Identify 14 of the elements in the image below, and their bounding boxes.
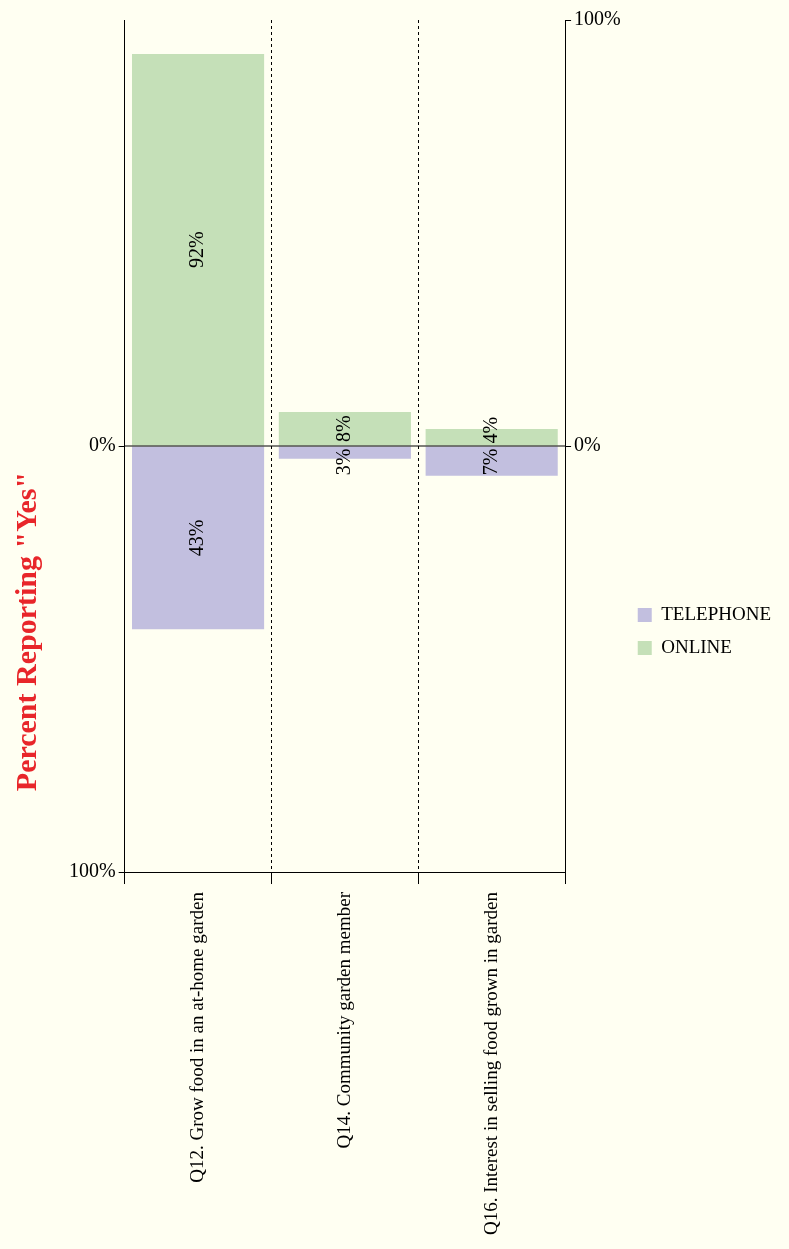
data-label: 92% xyxy=(185,231,208,269)
y2-tick-label: 0% xyxy=(88,433,116,456)
data-label: 8% xyxy=(332,415,355,443)
data-label: 7% xyxy=(478,448,501,476)
data-label: 4% xyxy=(478,416,501,444)
y2-tick-label: 100% xyxy=(68,859,116,882)
legend-label: ONLINE xyxy=(661,635,732,657)
text: Percent Reporting "Yes" xyxy=(8,471,42,792)
x-tick-label: Q12. Grow food in an at-home garden xyxy=(186,891,208,1183)
x-tick-label: Q14. Community garden member xyxy=(332,891,354,1149)
data-label: 3% xyxy=(332,448,355,476)
legend-label: TELEPHONE xyxy=(661,602,772,624)
x-tick-label: Q16. Interest in selling food grown in garden xyxy=(479,891,501,1235)
data-label: 43% xyxy=(185,519,208,557)
